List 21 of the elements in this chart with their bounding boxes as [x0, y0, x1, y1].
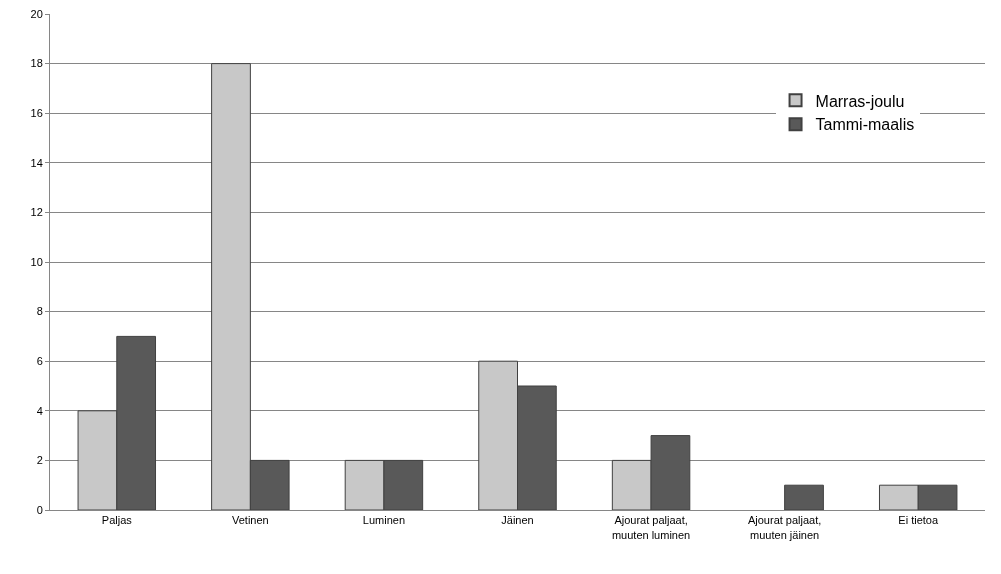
- x-tick-label: Paljas: [101, 514, 133, 527]
- x-tick-label: Ajourat paljaat, muuten jäinen: [747, 514, 822, 541]
- legend-label: Marras-joulu: [815, 92, 905, 110]
- legend-label: Tammi-maalis: [815, 116, 915, 134]
- y-tick-label: 8: [36, 305, 43, 318]
- y-tick-label: 12: [30, 206, 43, 219]
- x-tick-label: Luminen: [362, 514, 406, 527]
- x-tick-label: Ajourat paljaat, muuten luminen: [611, 514, 691, 541]
- y-tick-label: 4: [36, 404, 43, 417]
- y-tick-label: 10: [30, 255, 43, 268]
- y-tick-label: 2: [36, 454, 43, 467]
- x-tick-label: Vetinen: [232, 514, 269, 527]
- y-tick-label: 6: [36, 355, 43, 368]
- y-tick-label: 0: [36, 503, 43, 516]
- y-tick-label: 14: [30, 156, 43, 169]
- y-tick-label: 20: [30, 7, 43, 20]
- y-tick-label: 18: [30, 57, 43, 70]
- x-tick-label: Jäinen: [501, 514, 534, 527]
- x-tick-label: Ei tietoa: [898, 514, 939, 527]
- y-tick-label: 16: [30, 107, 43, 120]
- bar: [784, 484, 824, 510]
